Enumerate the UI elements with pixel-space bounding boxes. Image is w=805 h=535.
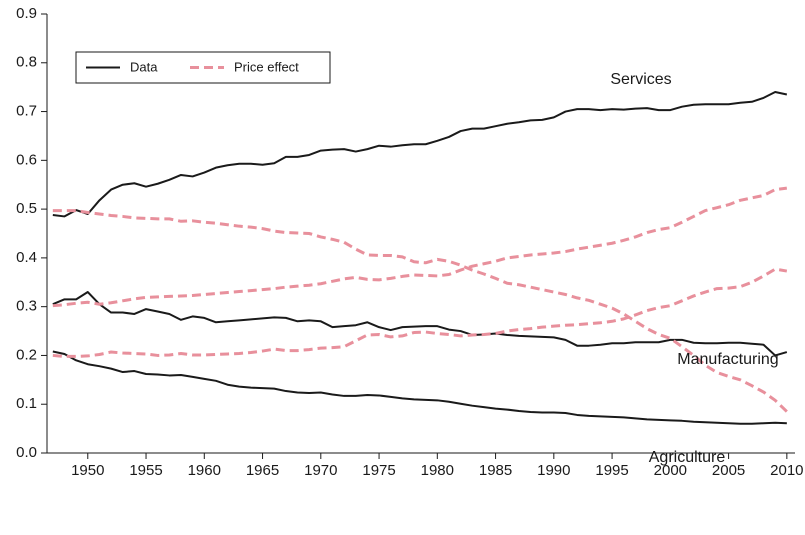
- y-tick-label: 0.7: [16, 103, 37, 120]
- series-line: [52, 291, 788, 357]
- y-tick-label: 0.6: [16, 151, 37, 168]
- x-tick-label: 1995: [595, 462, 628, 479]
- series-line: [52, 267, 788, 358]
- x-tick-label: 2005: [712, 462, 745, 479]
- series-line: [52, 209, 788, 413]
- x-tick-label: 1955: [129, 462, 162, 479]
- y-tick-label: 0.3: [16, 298, 37, 315]
- series-annotation: Services: [610, 71, 671, 88]
- series-line: [52, 91, 788, 218]
- series-annotation: Agriculture: [649, 449, 726, 466]
- legend-label: Price effect: [234, 59, 299, 74]
- series-line: [52, 186, 788, 308]
- y-tick-label: 0.4: [16, 249, 37, 266]
- x-tick-label: 1960: [188, 462, 221, 479]
- x-tick-label: 2000: [654, 462, 687, 479]
- series-line: [52, 350, 787, 425]
- x-tick-label: 1950: [71, 462, 104, 479]
- y-tick-label: 0.8: [16, 54, 37, 71]
- series-annotation: Manufacturing: [677, 351, 778, 368]
- x-tick-label: 1975: [362, 462, 395, 479]
- x-tick-label: 1980: [421, 462, 454, 479]
- y-tick-label: 0.9: [16, 5, 37, 22]
- y-tick-label: 0.1: [16, 395, 37, 412]
- legend-label: Data: [130, 59, 158, 74]
- y-tick-label: 0.2: [16, 346, 37, 363]
- x-tick-label: 1990: [537, 462, 570, 479]
- x-tick-label: 2010: [770, 462, 803, 479]
- y-tick-label: 0.5: [16, 200, 37, 217]
- y-tick-label: 0.0: [16, 444, 37, 461]
- x-tick-label: 1965: [246, 462, 279, 479]
- x-tick-label: 1985: [479, 462, 512, 479]
- x-tick-label: 1970: [304, 462, 337, 479]
